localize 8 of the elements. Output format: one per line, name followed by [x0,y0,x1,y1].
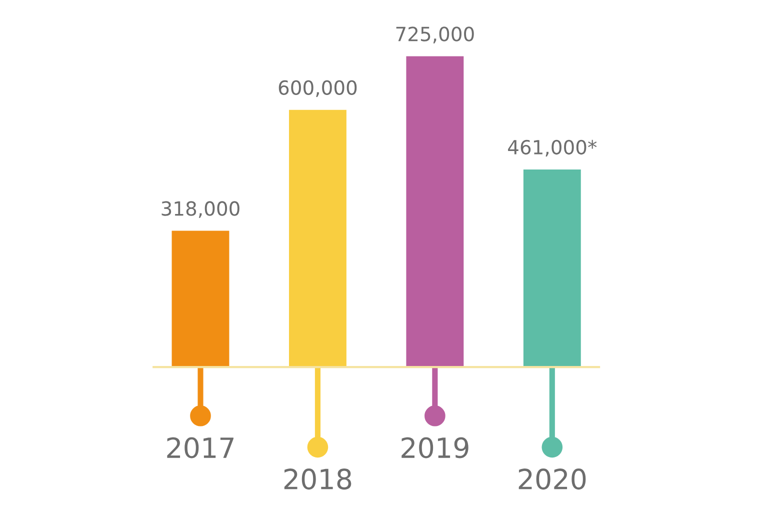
data-label: 461,000* [508,140,597,157]
x-tick-label: 2019 [402,437,468,458]
data-label: 600,000 [278,80,357,97]
x-tick-label: 2020 [518,468,586,490]
data-label: 318,000 [162,201,240,218]
x-tick-label: 2018 [284,468,352,490]
x-tick-label: 2017 [167,437,234,458]
data-label: 725,000 [396,26,474,44]
